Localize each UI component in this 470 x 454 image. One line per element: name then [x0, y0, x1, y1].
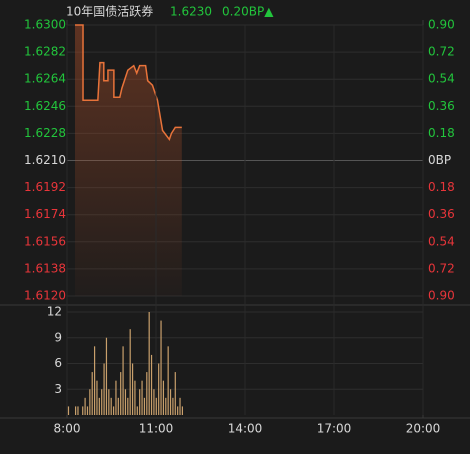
y-tick-label: 1.6192 — [24, 180, 66, 194]
volume-bar — [124, 389, 127, 415]
y2-tick-label: 0.36 — [428, 207, 455, 221]
volume-bar — [155, 397, 157, 415]
price-line — [75, 24, 182, 141]
volume-bar — [139, 389, 141, 415]
volume-bar — [174, 372, 176, 415]
volume-bar — [127, 397, 129, 415]
volume-bar — [141, 380, 143, 415]
y2-tick-label: 0.54 — [428, 72, 455, 86]
volume-bar — [117, 397, 119, 415]
y-tick-label: 1.6138 — [24, 261, 66, 275]
y-tick-label: 1.6246 — [24, 99, 66, 113]
y2-tick-label: 0.18 — [428, 180, 455, 194]
volume-bar — [160, 320, 162, 415]
volume-bar — [120, 372, 122, 415]
volume-bar — [86, 406, 89, 415]
y-tick-label: 1.6174 — [24, 207, 66, 221]
volume-bar — [165, 397, 167, 415]
volume-bar — [89, 389, 91, 415]
x-tick-label: 17:00 — [317, 422, 352, 436]
y-tick-label: 1.6120 — [24, 289, 66, 303]
volume-bar — [181, 406, 184, 415]
volume-bar — [98, 397, 100, 415]
volume-bar — [129, 329, 131, 415]
y2-tick-label: 0.90 — [428, 289, 455, 303]
y2-tick-label: 0.72 — [428, 261, 455, 275]
y-tick-label: 1.6300 — [24, 18, 66, 32]
y2-tick-label: 0.72 — [428, 45, 455, 59]
x-tick-label: 11:00 — [139, 422, 174, 436]
y-tick-label: 1.6264 — [24, 72, 66, 86]
header-change: 0.20BP▲ — [222, 5, 274, 19]
volume-bar — [115, 380, 117, 415]
volume-bar — [96, 380, 98, 415]
y2-tick-label: 0.54 — [428, 234, 455, 248]
y2-tick-label: 0.90 — [428, 18, 455, 32]
volume-bar — [82, 406, 84, 415]
volume-bar — [105, 337, 108, 415]
volume-bar — [169, 389, 172, 415]
y-tick-label: 1.6210 — [24, 153, 66, 167]
volume-bar — [122, 346, 124, 415]
volume-bar — [158, 363, 160, 415]
volume-bar — [148, 312, 150, 415]
y-tick-label: 9 — [54, 330, 62, 344]
volume-bar — [67, 406, 70, 415]
volume-bar — [167, 346, 169, 415]
y-tick-label: 1.6228 — [24, 126, 66, 140]
volume-bar — [134, 380, 136, 415]
volume-bar — [172, 397, 174, 415]
volume-bar — [179, 397, 181, 415]
volume-bar — [136, 406, 138, 415]
volume-bar — [162, 380, 165, 415]
y-tick-label: 3 — [54, 382, 62, 396]
volume-bar — [103, 363, 105, 415]
y2-tick-label: 0.18 — [428, 126, 455, 140]
y-tick-label: 6 — [54, 356, 62, 370]
volume-bar — [110, 397, 112, 415]
y-tick-label: 12 — [47, 305, 62, 319]
volume-bar — [77, 406, 79, 415]
y-tick-label: 1.6156 — [24, 234, 66, 248]
x-tick-label: 14:00 — [228, 422, 263, 436]
volume-bar — [101, 389, 103, 415]
volume-bar — [112, 406, 115, 415]
volume-bar — [150, 354, 153, 415]
volume-bar — [143, 397, 146, 415]
volume-bar — [84, 397, 86, 415]
volume-bar — [91, 372, 93, 415]
volume-bar — [131, 363, 134, 415]
price-area — [75, 25, 182, 296]
volume-bar — [108, 389, 110, 415]
x-tick-label: 20:00 — [406, 422, 441, 436]
header-title: 10年国债活跃券 — [66, 4, 153, 19]
volume-bar — [75, 406, 77, 415]
volume-bar — [153, 389, 155, 415]
y2-tick-label: 0.36 — [428, 99, 455, 113]
volume-bar — [93, 346, 96, 415]
y2-tick-label: 0BP — [428, 153, 451, 167]
x-tick-label: 8:00 — [54, 422, 81, 436]
volume-bar — [146, 372, 148, 415]
volume-bar — [177, 406, 179, 415]
y-tick-label: 1.6282 — [24, 45, 66, 59]
header-price: 1.6230 — [170, 5, 212, 19]
